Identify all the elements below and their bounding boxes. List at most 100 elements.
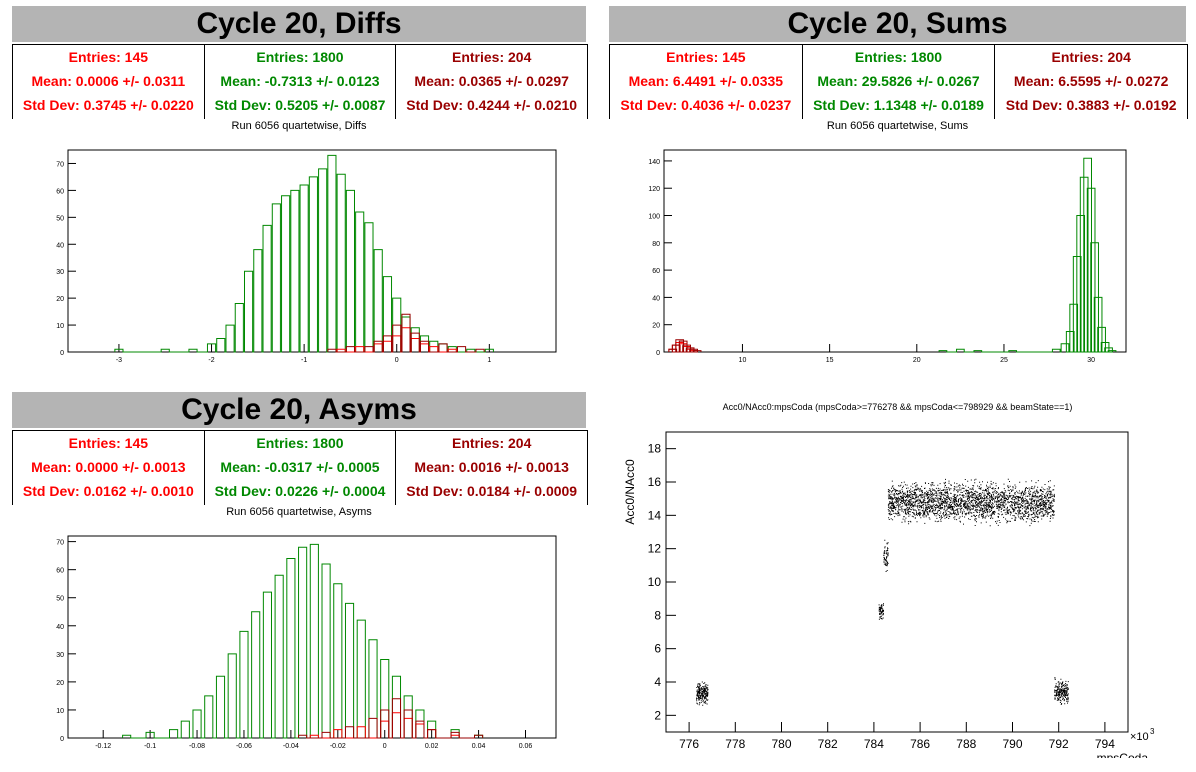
hist-series-green xyxy=(114,154,494,353)
asyms-subtitle: Run 6056 quartetwise, Asyms xyxy=(226,506,372,518)
y-tick-label: 40 xyxy=(652,295,660,302)
sums-subtitle: Run 6056 quartetwise, Sums xyxy=(826,120,969,132)
scatter-cluster xyxy=(878,603,884,620)
y-tick-label: 60 xyxy=(56,568,64,575)
y-tick-label: 70 xyxy=(56,161,64,168)
sums-histogram: 0 20 40 60 80 100 120 140 10 15 20 25 30 xyxy=(648,149,1127,364)
entries: Entries: 145 xyxy=(68,435,149,451)
diffs-stats-box: Entries: 145 Mean: 0.0006 +/- 0.0311 Std… xyxy=(12,44,588,119)
y-tick-label: 30 xyxy=(56,652,64,659)
entries: Entries: 1800 xyxy=(854,49,943,65)
asyms-histogram: 0 10 20 30 40 50 60 70 -0.12 -0.1 -0.08 -0.06 -0.04 -… xyxy=(56,535,557,750)
std-dev: Std Dev: 0.4244 +/- 0.0210 xyxy=(406,97,578,113)
x-tick-label: 778 xyxy=(725,737,745,751)
diffs-title: Cycle 20, Diffs xyxy=(12,6,586,42)
stats-col-green: Entries: 1800 Mean: -0.7313 +/- 0.0123 S… xyxy=(205,45,397,119)
mean: Mean: -0.7313 +/- 0.0123 xyxy=(220,73,380,89)
x-tick-label: 780 xyxy=(771,737,791,751)
x-tick-label: 790 xyxy=(1002,737,1022,751)
y-tick-label: 50 xyxy=(56,596,64,603)
diffs-histogram: 0 10 20 30 40 50 60 70 -3 -2 -1 0 1 xyxy=(56,149,557,364)
hist-series-darkred xyxy=(298,698,484,739)
asyms-title: Cycle 20, Asyms xyxy=(12,392,586,428)
stats-col-green: Entries: 1800 Mean: -0.0317 +/- 0.0005 S… xyxy=(205,431,397,505)
x-tick-label: 792 xyxy=(1049,737,1069,751)
sums-title: Cycle 20, Sums xyxy=(609,6,1186,42)
std-dev: Std Dev: 0.0184 +/- 0.0009 xyxy=(406,483,578,499)
y-tick-label: 0 xyxy=(60,736,64,743)
x-tick-label: -0.06 xyxy=(236,743,252,750)
y-tick-label: 10 xyxy=(56,323,64,330)
std-dev: Std Dev: 1.1348 +/- 0.0189 xyxy=(813,97,984,113)
stats-col-red: Entries: 145 Mean: 0.0006 +/- 0.0311 Std… xyxy=(13,45,205,119)
x-exponent: ×10 xyxy=(1130,731,1149,743)
x-tick-label: 794 xyxy=(1095,737,1115,751)
y-tick-label: 100 xyxy=(648,214,660,221)
std-dev: Std Dev: 0.0162 +/- 0.0010 xyxy=(22,483,194,499)
x-tick-label: 786 xyxy=(910,737,930,751)
entries: Entries: 204 xyxy=(451,49,532,65)
x-tick-label: 788 xyxy=(956,737,976,751)
entries: Entries: 1800 xyxy=(256,49,344,65)
entries: Entries: 204 xyxy=(1051,49,1131,65)
stats-col-darkred: Entries: 204 Mean: 0.0365 +/- 0.0297 Std… xyxy=(396,45,587,119)
stats-col-darkred: Entries: 204 Mean: 0.0016 +/- 0.0013 Std… xyxy=(396,431,587,505)
stats-col-green: Entries: 1800 Mean: 29.5826 +/- 0.0267 S… xyxy=(803,45,996,119)
scatter-cluster xyxy=(887,478,1055,527)
mean: Mean: -0.0317 +/- 0.0005 xyxy=(220,459,380,475)
scatter-title: Acc0/NAcc0:mpsCoda (mpsCoda>=776278 && m… xyxy=(722,402,1073,412)
std-dev: Std Dev: 0.0226 +/- 0.0004 xyxy=(214,483,386,499)
scatter-cluster xyxy=(883,539,889,572)
y-tick-label: 10 xyxy=(56,708,64,715)
x-tick-label: 30 xyxy=(1087,357,1095,364)
x-tick-label: 20 xyxy=(913,357,921,364)
y-tick-label: 120 xyxy=(648,186,660,193)
y-tick-label: 2 xyxy=(654,708,661,722)
sums-stats-box: Entries: 145 Mean: 6.4491 +/- 0.0335 Std… xyxy=(609,44,1188,119)
x-tick-label: -0.08 xyxy=(189,743,205,750)
scatter-plot: 2 4 6 8 10 12 14 16 18 776 778 780 782 784 786 788 790 79… xyxy=(623,431,1155,758)
x-tick-label: 776 xyxy=(679,737,699,751)
mean: Mean: 0.0016 +/- 0.0013 xyxy=(414,459,569,475)
x-tick-label: 1 xyxy=(487,357,491,364)
y-tick-label: 20 xyxy=(652,323,660,330)
y-tick-label: 4 xyxy=(654,675,661,689)
stats-col-red: Entries: 145 Mean: 0.0000 +/- 0.0013 Std… xyxy=(13,431,205,505)
scatter-cluster xyxy=(696,681,709,706)
y-tick-label: 140 xyxy=(648,159,660,166)
x-tick-label: 0 xyxy=(383,743,387,750)
y-tick-label: 16 xyxy=(648,475,662,489)
scatter-cluster xyxy=(1054,677,1069,705)
entries: Entries: 145 xyxy=(68,49,149,65)
y-tick-label: 18 xyxy=(648,442,662,456)
mean: Mean: 0.0006 +/- 0.0311 xyxy=(31,73,186,89)
y-tick-label: 0 xyxy=(60,350,64,357)
y-tick-label: 0 xyxy=(656,350,660,357)
x-tick-label: 782 xyxy=(818,737,838,751)
std-dev: Std Dev: 0.3883 +/- 0.0192 xyxy=(1005,97,1177,113)
x-tick-label: 0.02 xyxy=(425,743,439,750)
entries: Entries: 1800 xyxy=(256,435,344,451)
diffs-subtitle: Run 6056 quartetwise, Diffs xyxy=(231,120,367,132)
mean: Mean: 0.0365 +/- 0.0297 xyxy=(414,73,569,89)
entries: Entries: 145 xyxy=(666,49,746,65)
stats-col-red: Entries: 145 Mean: 6.4491 +/- 0.0335 Std… xyxy=(610,45,803,119)
plot-frame xyxy=(67,149,557,353)
asyms-stats-box: Entries: 145 Mean: 0.0000 +/- 0.0013 Std… xyxy=(12,430,588,505)
y-tick-label: 60 xyxy=(652,268,660,275)
plot-frame xyxy=(67,535,557,739)
y-tick-label: 20 xyxy=(56,296,64,303)
mean: Mean: 0.0000 +/- 0.0013 xyxy=(31,459,186,475)
std-dev: Std Dev: 0.5205 +/- 0.0087 xyxy=(214,97,386,113)
std-dev: Std Dev: 0.4036 +/- 0.0237 xyxy=(620,97,792,113)
hist-series-green xyxy=(938,157,1117,353)
y-tick-label: 8 xyxy=(654,608,661,622)
x-tick-label: -0.02 xyxy=(330,743,346,750)
x-tick-label: 0 xyxy=(395,357,399,364)
y-tick-label: 40 xyxy=(56,242,64,249)
y-tick-label: 30 xyxy=(56,269,64,276)
x-tick-label: -3 xyxy=(116,357,122,364)
y-tick-label: 60 xyxy=(56,188,64,195)
x-tick-label: -1 xyxy=(301,357,307,364)
hist-series-darkred xyxy=(327,313,485,353)
